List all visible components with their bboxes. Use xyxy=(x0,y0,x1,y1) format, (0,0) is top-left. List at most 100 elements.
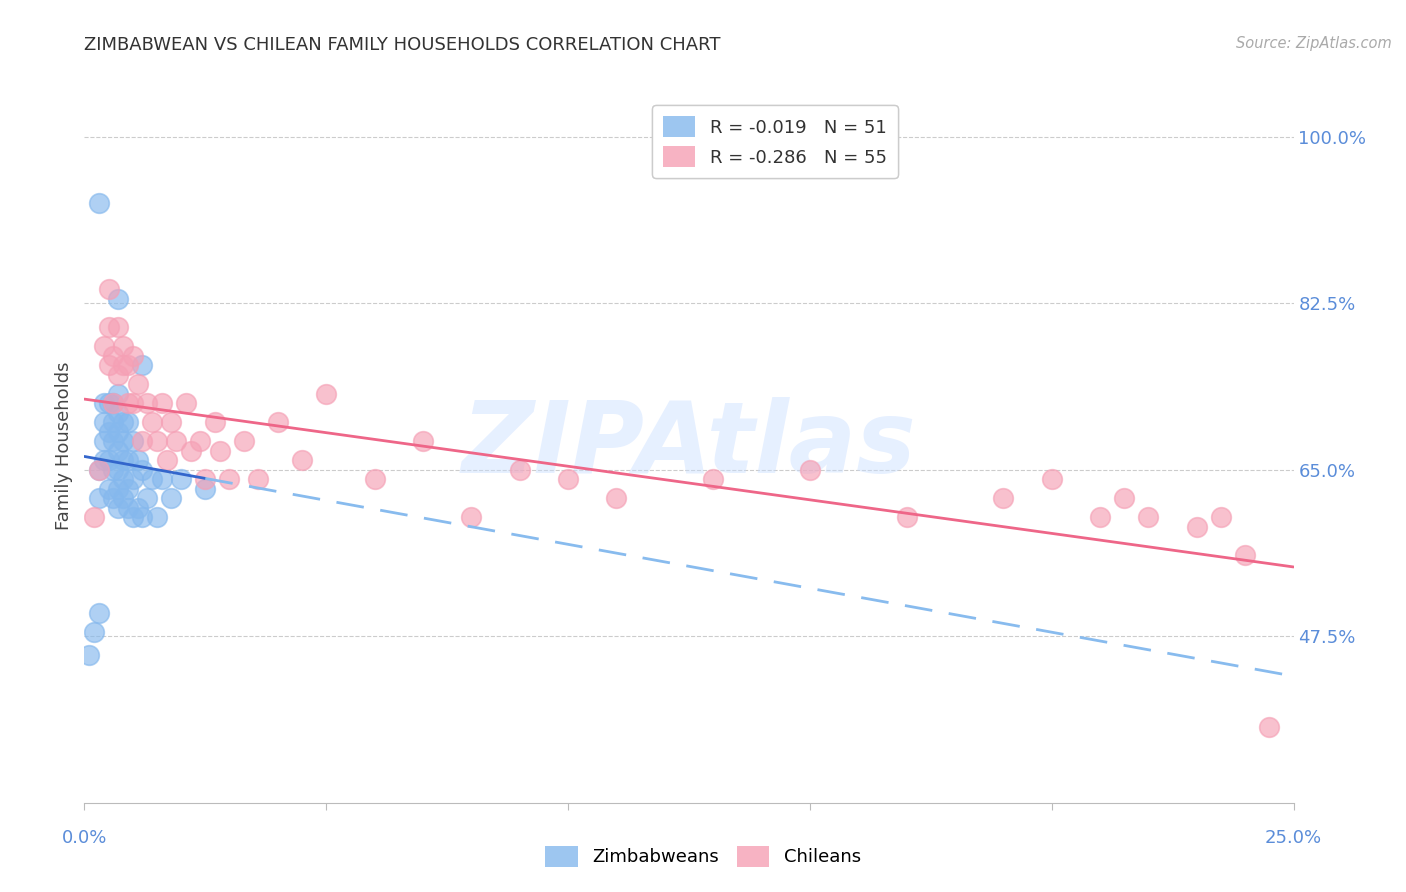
Point xyxy=(605,491,627,506)
Point xyxy=(799,463,821,477)
Point xyxy=(103,415,125,429)
Point xyxy=(112,358,135,372)
Point xyxy=(83,624,105,639)
Point xyxy=(77,648,100,663)
Point xyxy=(1234,549,1257,563)
Point xyxy=(131,510,153,524)
Point xyxy=(87,463,110,477)
Point xyxy=(121,510,143,524)
Point xyxy=(117,482,139,496)
Point xyxy=(291,453,314,467)
Point xyxy=(112,415,135,429)
Point xyxy=(190,434,212,449)
Point xyxy=(315,386,337,401)
Point xyxy=(117,396,139,410)
Point xyxy=(103,463,125,477)
Point xyxy=(1088,510,1111,524)
Point xyxy=(103,434,125,449)
Point xyxy=(1114,491,1136,506)
Point xyxy=(267,415,290,429)
Point xyxy=(557,472,579,486)
Point xyxy=(204,415,226,429)
Point xyxy=(112,434,135,449)
Text: Source: ZipAtlas.com: Source: ZipAtlas.com xyxy=(1236,36,1392,51)
Point xyxy=(208,443,231,458)
Point xyxy=(112,453,135,467)
Point xyxy=(93,396,115,410)
Point xyxy=(103,349,125,363)
Point xyxy=(87,606,110,620)
Point xyxy=(131,463,153,477)
Point xyxy=(233,434,256,449)
Point xyxy=(136,491,159,506)
Point xyxy=(146,510,169,524)
Point xyxy=(97,358,120,372)
Point xyxy=(117,500,139,515)
Point xyxy=(112,472,135,486)
Text: 25.0%: 25.0% xyxy=(1265,830,1322,847)
Point xyxy=(117,415,139,429)
Point xyxy=(107,292,129,306)
Point xyxy=(103,491,125,506)
Point xyxy=(93,453,115,467)
Point xyxy=(107,425,129,439)
Point xyxy=(107,406,129,420)
Point xyxy=(155,453,177,467)
Point xyxy=(127,453,149,467)
Point xyxy=(121,349,143,363)
Text: ZIPAtlas: ZIPAtlas xyxy=(461,398,917,494)
Point xyxy=(363,472,385,486)
Point xyxy=(117,358,139,372)
Point xyxy=(103,396,125,410)
Point xyxy=(141,472,163,486)
Point xyxy=(117,453,139,467)
Point xyxy=(107,500,129,515)
Point xyxy=(87,463,110,477)
Point xyxy=(112,339,135,353)
Point xyxy=(180,443,202,458)
Point xyxy=(170,472,193,486)
Point xyxy=(702,472,724,486)
Point xyxy=(93,339,115,353)
Point xyxy=(112,491,135,506)
Point xyxy=(97,453,120,467)
Text: 0.0%: 0.0% xyxy=(62,830,107,847)
Point xyxy=(107,482,129,496)
Point xyxy=(131,358,153,372)
Point xyxy=(165,434,187,449)
Point xyxy=(93,434,115,449)
Point xyxy=(141,415,163,429)
Point xyxy=(1040,472,1063,486)
Point xyxy=(97,320,120,334)
Point xyxy=(107,463,129,477)
Point xyxy=(107,320,129,334)
Point xyxy=(127,500,149,515)
Point xyxy=(87,196,110,211)
Legend: R = -0.019   N = 51, R = -0.286   N = 55: R = -0.019 N = 51, R = -0.286 N = 55 xyxy=(652,105,897,178)
Point xyxy=(121,396,143,410)
Point xyxy=(127,377,149,392)
Point xyxy=(460,510,482,524)
Point xyxy=(150,396,173,410)
Point xyxy=(103,396,125,410)
Text: ZIMBABWEAN VS CHILEAN FAMILY HOUSEHOLDS CORRELATION CHART: ZIMBABWEAN VS CHILEAN FAMILY HOUSEHOLDS … xyxy=(84,36,721,54)
Y-axis label: Family Households: Family Households xyxy=(55,362,73,530)
Point xyxy=(87,491,110,506)
Point xyxy=(1209,510,1232,524)
Point xyxy=(160,491,183,506)
Point xyxy=(107,443,129,458)
Point xyxy=(83,510,105,524)
Point xyxy=(97,425,120,439)
Point xyxy=(121,472,143,486)
Point xyxy=(97,396,120,410)
Point xyxy=(136,396,159,410)
Point xyxy=(896,510,918,524)
Point xyxy=(131,434,153,449)
Point xyxy=(107,386,129,401)
Point xyxy=(174,396,197,410)
Point xyxy=(247,472,270,486)
Legend: Zimbabweans, Chileans: Zimbabweans, Chileans xyxy=(538,838,868,874)
Point xyxy=(160,415,183,429)
Point xyxy=(121,434,143,449)
Point xyxy=(1258,720,1281,734)
